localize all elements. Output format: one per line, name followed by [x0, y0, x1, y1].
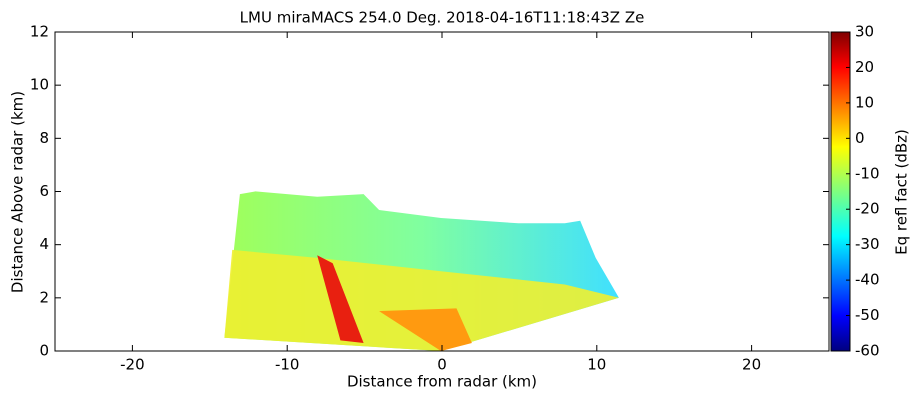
y-tick-label: 8: [39, 129, 49, 147]
colorbar-tick-label: 0: [855, 129, 865, 147]
colorbar-tick-label: 20: [855, 58, 874, 76]
x-axis-label: Distance from radar (km): [347, 373, 537, 391]
y-tick-label: 4: [39, 235, 49, 253]
colorbar-tick-label: 10: [855, 93, 874, 111]
y-tick-label: 0: [39, 342, 49, 360]
x-tick-label: 10: [587, 356, 606, 374]
colorbar-tick-label: -60: [855, 342, 880, 360]
colorbar-tick-label: -10: [855, 164, 880, 182]
y-tick-label: 10: [30, 76, 49, 94]
colorbar: [830, 31, 851, 352]
y-axis-label: Distance Above radar (km): [9, 91, 27, 293]
y-tick-label: 6: [39, 182, 49, 200]
colorbar-tick-label: -30: [855, 235, 880, 253]
colorbar-label: Eq refl fact (dBz): [893, 129, 911, 255]
chart-title: LMU miraMACS 254.0 Deg. 2018-04-16T11:18…: [240, 9, 645, 27]
colorbar-tick-label: 30: [855, 23, 874, 41]
colorbar-tick-label: -50: [855, 306, 880, 324]
radar-field: [224, 191, 619, 351]
colorbar-tick-label: -40: [855, 271, 880, 289]
x-tick-label: -10: [275, 356, 300, 374]
x-tick-label: 20: [742, 356, 761, 374]
x-tick-label: 0: [437, 356, 447, 374]
colorbar-tick-label: -20: [855, 200, 880, 218]
x-tick-label: -20: [120, 356, 145, 374]
y-tick-label: 12: [30, 23, 49, 41]
y-tick-label: 2: [39, 288, 49, 306]
